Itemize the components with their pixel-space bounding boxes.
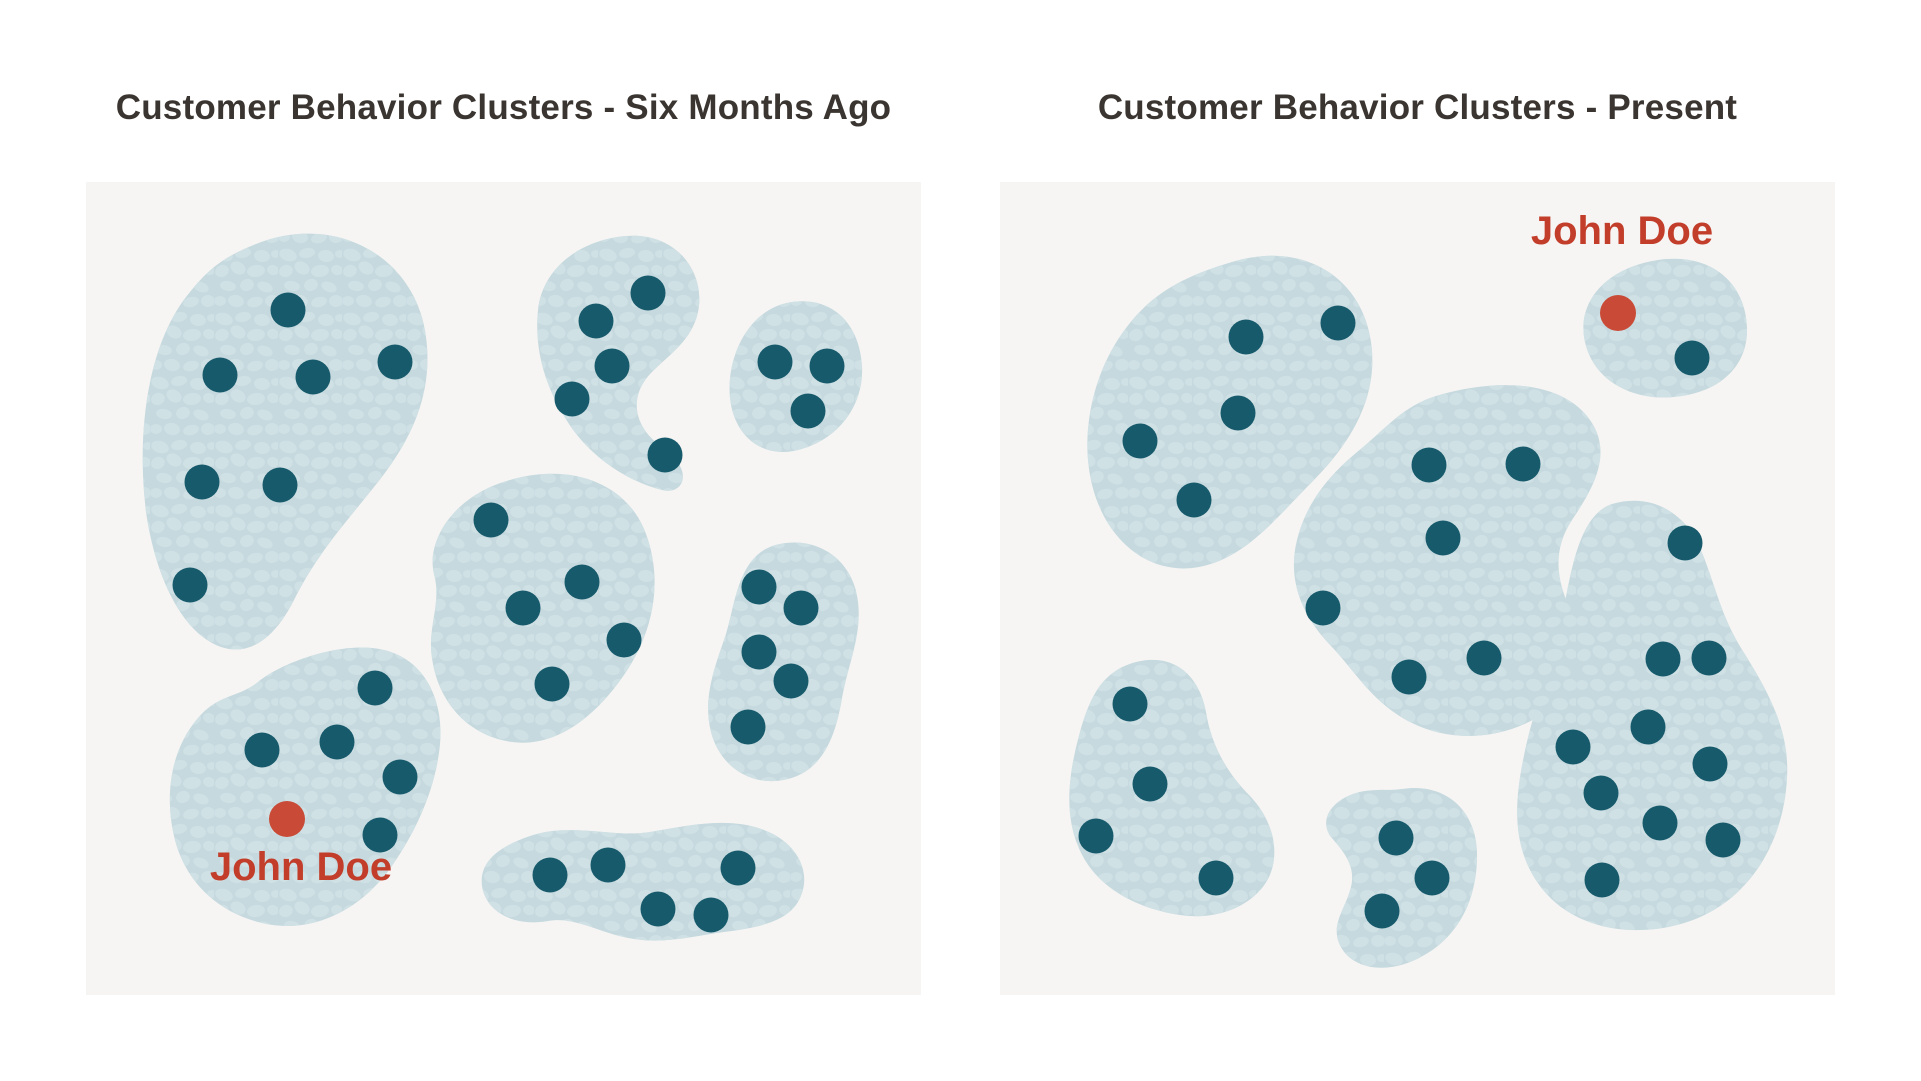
customer-dot (357, 670, 393, 706)
customer-dot (809, 348, 845, 384)
customer-dot (1132, 766, 1168, 802)
customer-dot (532, 857, 568, 893)
john-doe-label: John Doe (1531, 209, 1713, 253)
customer-dot (362, 817, 398, 853)
cluster-blob-texture (481, 822, 805, 941)
customer-dot (783, 590, 819, 626)
customer-dot (1378, 820, 1414, 856)
cluster-blob-texture (729, 301, 863, 452)
customer-dot (594, 348, 630, 384)
customer-dot (1176, 482, 1212, 518)
customer-dot (606, 622, 642, 658)
customer-dot (730, 709, 766, 745)
customer-dot (1692, 746, 1728, 782)
cluster-plot-present: John Doe (1000, 182, 1835, 995)
customer-dot (590, 847, 626, 883)
customer-dot (1674, 340, 1710, 376)
customer-dot (1555, 729, 1591, 765)
customer-dot (1112, 686, 1148, 722)
customer-dot (1425, 520, 1461, 556)
customer-dot (377, 344, 413, 380)
customer-dot (720, 850, 756, 886)
customer-dot (1583, 775, 1619, 811)
customer-dot (757, 344, 793, 380)
customer-dot (640, 891, 676, 927)
chart-title-six-months-ago: Customer Behavior Clusters - Six Months … (115, 88, 892, 127)
customer-dot (647, 437, 683, 473)
cluster-blob-texture (142, 233, 428, 650)
john-doe-label: John Doe (210, 845, 392, 889)
customer-dot (1364, 893, 1400, 929)
customer-dot (172, 567, 208, 603)
customer-dot (1642, 805, 1678, 841)
customer-dot (1645, 641, 1681, 677)
customer-dot (1630, 709, 1666, 745)
customer-dot (534, 666, 570, 702)
customer-dot (1705, 822, 1741, 858)
customer-dot (1078, 818, 1114, 854)
customer-dot (1220, 395, 1256, 431)
customer-dot (1691, 640, 1727, 676)
customer-dot (790, 393, 826, 429)
customer-dot (473, 502, 509, 538)
customer-dot (1414, 860, 1450, 896)
john-doe-dot (269, 801, 305, 837)
customer-dot (693, 897, 729, 933)
customer-dot (630, 275, 666, 311)
customer-dot (1198, 860, 1234, 896)
customer-dot (1584, 862, 1620, 898)
customer-dot (202, 357, 238, 393)
customer-dot (1411, 447, 1447, 483)
customer-dot (270, 292, 306, 328)
customer-dot (244, 732, 280, 768)
customer-dot (1391, 659, 1427, 695)
customer-dot (1305, 590, 1341, 626)
customer-dot (578, 303, 614, 339)
cluster-blob-texture (708, 542, 859, 782)
cluster-scatter-svg: John Doe (1069, 209, 1788, 968)
cluster-blob-texture (1069, 659, 1275, 917)
customer-dot (741, 634, 777, 670)
customer-dot (1466, 640, 1502, 676)
customer-dot (1505, 446, 1541, 482)
chart-title-present: Customer Behavior Clusters - Present (1097, 88, 1738, 127)
john-doe-dot (1600, 295, 1636, 331)
customer-dot (1228, 319, 1264, 355)
customer-dot (554, 381, 590, 417)
cluster-blob-texture (1583, 258, 1748, 398)
cluster-plot-six-months-ago: John Doe (86, 182, 921, 995)
customer-dot (319, 724, 355, 760)
customer-dot (382, 759, 418, 795)
customer-dot (1320, 305, 1356, 341)
cluster-scatter-svg: John Doe (142, 233, 863, 941)
customer-dot (1122, 423, 1158, 459)
customer-dot (773, 663, 809, 699)
cluster-blob-texture (430, 473, 655, 743)
customer-dot (1667, 525, 1703, 561)
customer-dot (184, 464, 220, 500)
cluster-blob-texture (1326, 787, 1478, 968)
customer-dot (564, 564, 600, 600)
customer-dot (741, 569, 777, 605)
customer-dot (262, 467, 298, 503)
cluster-blob-texture (169, 647, 441, 926)
customer-dot (505, 590, 541, 626)
customer-dot (295, 359, 331, 395)
